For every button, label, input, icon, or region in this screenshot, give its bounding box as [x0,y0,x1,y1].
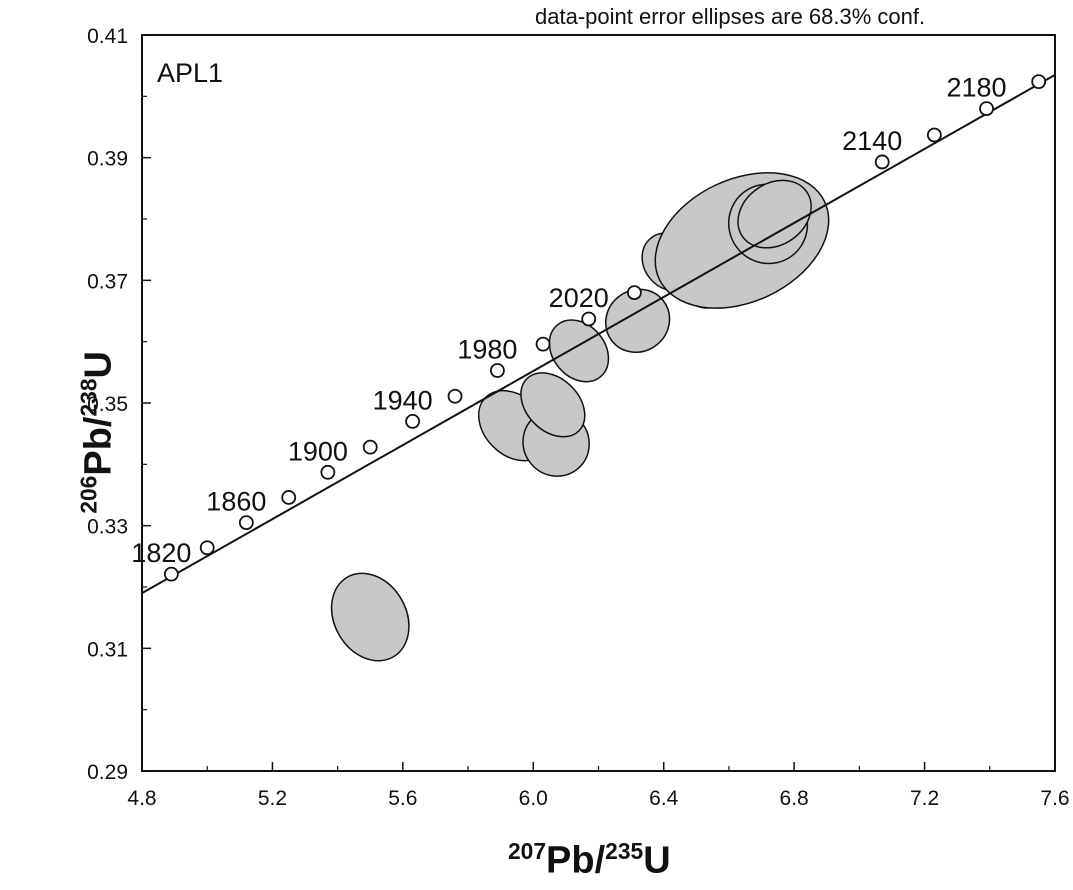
concordia-curve [141,73,1056,595]
age-label: 1900 [288,436,348,466]
x-tick-label: 6.4 [649,787,679,810]
age-label: 1860 [206,487,266,517]
age-marker [581,311,597,327]
error-ellipse [520,372,586,438]
age-marker [874,154,890,170]
concordia-age-markers [163,74,1047,582]
age-marker [163,566,179,582]
age-label: 2180 [946,73,1006,103]
x-tick-label: 5.2 [258,787,287,810]
y-tick-label: 0.39 [87,148,128,171]
x-tick-label: 6.0 [519,787,548,810]
y-tick-label: 0.41 [87,25,128,48]
age-marker [447,388,463,404]
age-marker [490,363,505,378]
age-marker [362,439,378,455]
x-tick-label: 5.6 [388,787,417,810]
y-tick-label: 0.29 [87,761,128,784]
y-tick-label: 0.31 [87,638,128,661]
x-axis-label: 207Pb/235U [508,838,671,882]
x-tick-label: 4.8 [127,787,156,810]
age-marker [199,540,215,556]
error-ellipses [330,172,830,662]
y-tick-label: 0.35 [87,393,128,416]
age-marker [1031,74,1047,90]
panel-label: APL1 [157,58,223,88]
error-ellipse [330,572,410,662]
confidence-note: data-point error ellipses are 68.3% conf… [535,4,926,29]
age-marker [405,413,421,429]
y-axis-ticks: 0.29 0.31 0.33 0.35 0.37 0.39 0.41 [87,25,151,784]
plot-frame [141,34,1056,772]
x-axis-ticks: 4.8 5.2 5.6 6.0 6.4 6.8 7.2 7.6 [127,762,1070,810]
age-label: 1940 [373,385,433,415]
error-ellipse [604,288,671,353]
age-label: 2140 [842,126,902,156]
age-marker [626,285,642,301]
age-marker [238,515,254,530]
error-ellipse [737,179,812,249]
y-axis-label: 206Pb/238U [75,351,120,514]
y-tick-label: 0.37 [87,270,128,293]
x-tick-label: 7.6 [1040,787,1069,810]
x-tick-label: 7.2 [910,787,939,810]
age-marker [281,490,297,505]
age-label: 1980 [457,334,517,364]
age-labels: 1820 1860 1900 1940 1980 2020 2140 2180 [131,73,1006,569]
age-marker [535,336,551,352]
x-tick-label: 6.8 [780,787,809,810]
age-label: 2020 [549,283,609,313]
age-marker [979,101,994,116]
y-tick-label: 0.33 [87,516,128,539]
age-marker [320,464,336,480]
age-marker [926,127,942,143]
age-label: 1820 [131,538,191,568]
